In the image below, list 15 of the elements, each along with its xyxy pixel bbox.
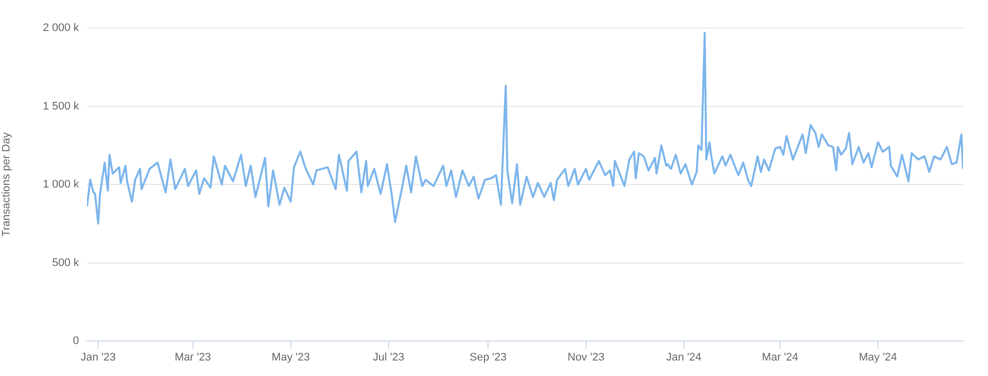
x-tick-label: Mar '24 <box>762 352 798 364</box>
y-tick-label: 500 k <box>52 256 80 269</box>
x-tick-label: May '24 <box>858 352 898 364</box>
y-tick-label: 1 500 k <box>42 100 80 112</box>
y-axis-title: Transactions per Day <box>0 132 13 237</box>
x-tick-label: Jan '23 <box>80 352 116 364</box>
y-tick-label: 1 000 k <box>42 178 80 191</box>
x-tick-label: Jul '23 <box>372 352 404 364</box>
x-tick-label: Nov '23 <box>567 352 604 364</box>
y-tick-label: 2 000 k <box>42 22 80 34</box>
x-tick-label: Mar '23 <box>174 352 212 364</box>
x-tick-label: Sep '23 <box>470 352 507 364</box>
x-tick-label: Jan '24 <box>666 352 702 364</box>
y-tick-label: 0 <box>72 335 79 348</box>
x-tick-label: May '23 <box>272 352 310 364</box>
